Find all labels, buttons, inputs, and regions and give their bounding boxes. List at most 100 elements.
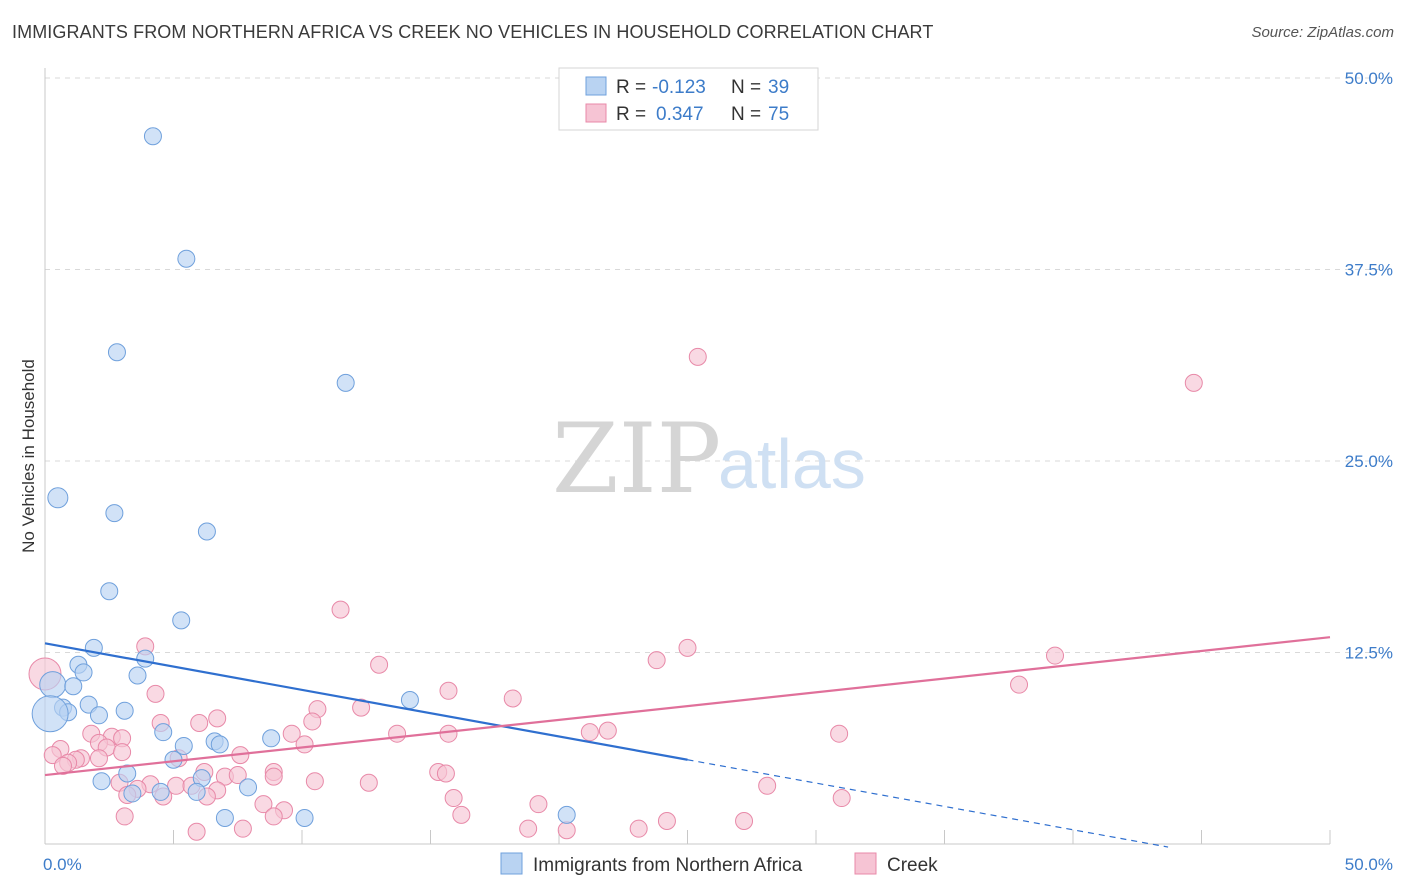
creek-point <box>735 812 754 831</box>
immigrants-point <box>172 611 191 630</box>
legend-r-label: R = <box>616 77 646 98</box>
immigrants-point <box>74 663 93 682</box>
creek-point <box>629 819 648 838</box>
immigrants-point <box>64 677 83 696</box>
creek-point <box>53 756 72 775</box>
creek-point <box>452 805 471 824</box>
creek-point <box>580 723 599 742</box>
creek-point <box>758 776 777 795</box>
creek-point <box>370 655 389 674</box>
creek-point <box>647 651 666 670</box>
creek-point <box>303 712 322 731</box>
bottom-legend-label: Immigrants from Northern Africa <box>533 855 803 876</box>
bottom-legend-swatch-blue <box>500 852 523 875</box>
creek-point <box>187 822 206 841</box>
creek-point <box>657 812 676 831</box>
x-tick-label: 0.0% <box>43 855 82 874</box>
immigrants-point <box>136 649 155 668</box>
immigrants-point <box>105 504 124 523</box>
creek-point <box>1046 646 1065 665</box>
immigrants-point <box>174 736 193 755</box>
creek-trend-line <box>44 636 1331 777</box>
immigrants-point <box>154 723 173 742</box>
creek-point <box>832 789 851 808</box>
immigrants-point <box>92 772 111 791</box>
legend-r-value: 0.347 <box>656 104 704 125</box>
creek-point <box>233 819 252 838</box>
legend-r-value: -0.123 <box>652 77 706 98</box>
y-tick-label: 50.0% <box>1345 69 1393 88</box>
creek-point <box>282 724 301 743</box>
creek-point <box>190 713 209 732</box>
chart-title: IMMIGRANTS FROM NORTHERN AFRICA VS CREEK… <box>12 22 934 42</box>
immigrants-point <box>118 764 137 783</box>
creek-point <box>208 709 227 728</box>
y-tick-label: 25.0% <box>1345 452 1393 471</box>
immigrants-trend-line <box>44 642 688 761</box>
legend-swatch-blue <box>585 76 607 96</box>
creek-point <box>439 724 458 743</box>
bottom-legend-label: Creek <box>887 855 938 876</box>
immigrants-point <box>557 805 576 824</box>
creek-point <box>254 795 273 814</box>
creek-point <box>529 795 548 814</box>
creek-point <box>305 772 324 791</box>
creek-point <box>113 743 132 762</box>
trend-lines <box>44 636 1331 848</box>
immigrants-point <box>107 343 126 362</box>
creek-point <box>436 764 455 783</box>
legend-n-value: 75 <box>768 104 789 125</box>
immigrants-points <box>31 127 576 827</box>
creek-point <box>557 821 576 840</box>
x-tick-label: 50.0% <box>1345 855 1393 874</box>
creek-point <box>503 689 522 708</box>
immigrants-point <box>123 784 142 803</box>
immigrants-point <box>39 671 67 699</box>
watermark-atlas: atlas <box>718 425 866 503</box>
creek-point <box>331 600 350 619</box>
creek-point <box>228 766 247 785</box>
y-tick-label: 37.5% <box>1345 261 1393 280</box>
bottom-legend-swatch-pink <box>854 852 877 875</box>
gridlines <box>45 77 1395 653</box>
immigrants-point <box>177 249 196 268</box>
creek-point <box>352 698 371 717</box>
immigrants-point <box>400 690 419 709</box>
immigrants-point <box>115 701 134 720</box>
immigrants-point <box>215 808 234 827</box>
immigrants-point <box>262 729 281 748</box>
immigrants-point <box>143 127 162 146</box>
creek-point <box>264 807 283 826</box>
immigrants-trend-extension <box>687 759 1169 848</box>
immigrants-point <box>31 695 69 733</box>
immigrants-point <box>336 373 355 392</box>
legend-r-label: R = <box>616 104 646 125</box>
immigrants-point <box>187 782 206 801</box>
creek-point <box>1184 373 1203 392</box>
axis-ticks: 12.5% 25.0% 37.5% 50.0% 0.0% 50.0% <box>43 69 1393 874</box>
legend-n-value: 39 <box>768 77 789 98</box>
creek-point <box>264 767 283 786</box>
creek-point <box>1010 675 1029 694</box>
creek-point <box>89 749 108 768</box>
legend-box: R = -0.123 N = 39 R = 0.347 N = 75 <box>558 67 819 131</box>
creek-point <box>444 789 463 808</box>
creek-point <box>519 819 538 838</box>
y-tick-label: 12.5% <box>1345 644 1393 663</box>
bottom-legend: Immigrants from Northern Africa Creek <box>500 852 938 876</box>
legend-swatch-pink <box>585 103 607 123</box>
legend-n-label: N = <box>731 77 761 98</box>
creek-point <box>115 807 134 826</box>
creek-point <box>439 681 458 700</box>
creek-point <box>388 724 407 743</box>
immigrants-point <box>239 778 258 797</box>
immigrants-point <box>197 522 216 541</box>
immigrants-point <box>295 808 314 827</box>
creek-point <box>359 773 378 792</box>
immigrants-point <box>210 735 229 754</box>
creek-point <box>678 638 697 657</box>
immigrants-point <box>128 666 147 685</box>
creek-point <box>688 347 707 366</box>
immigrants-point <box>89 706 108 725</box>
immigrants-point <box>100 582 119 601</box>
